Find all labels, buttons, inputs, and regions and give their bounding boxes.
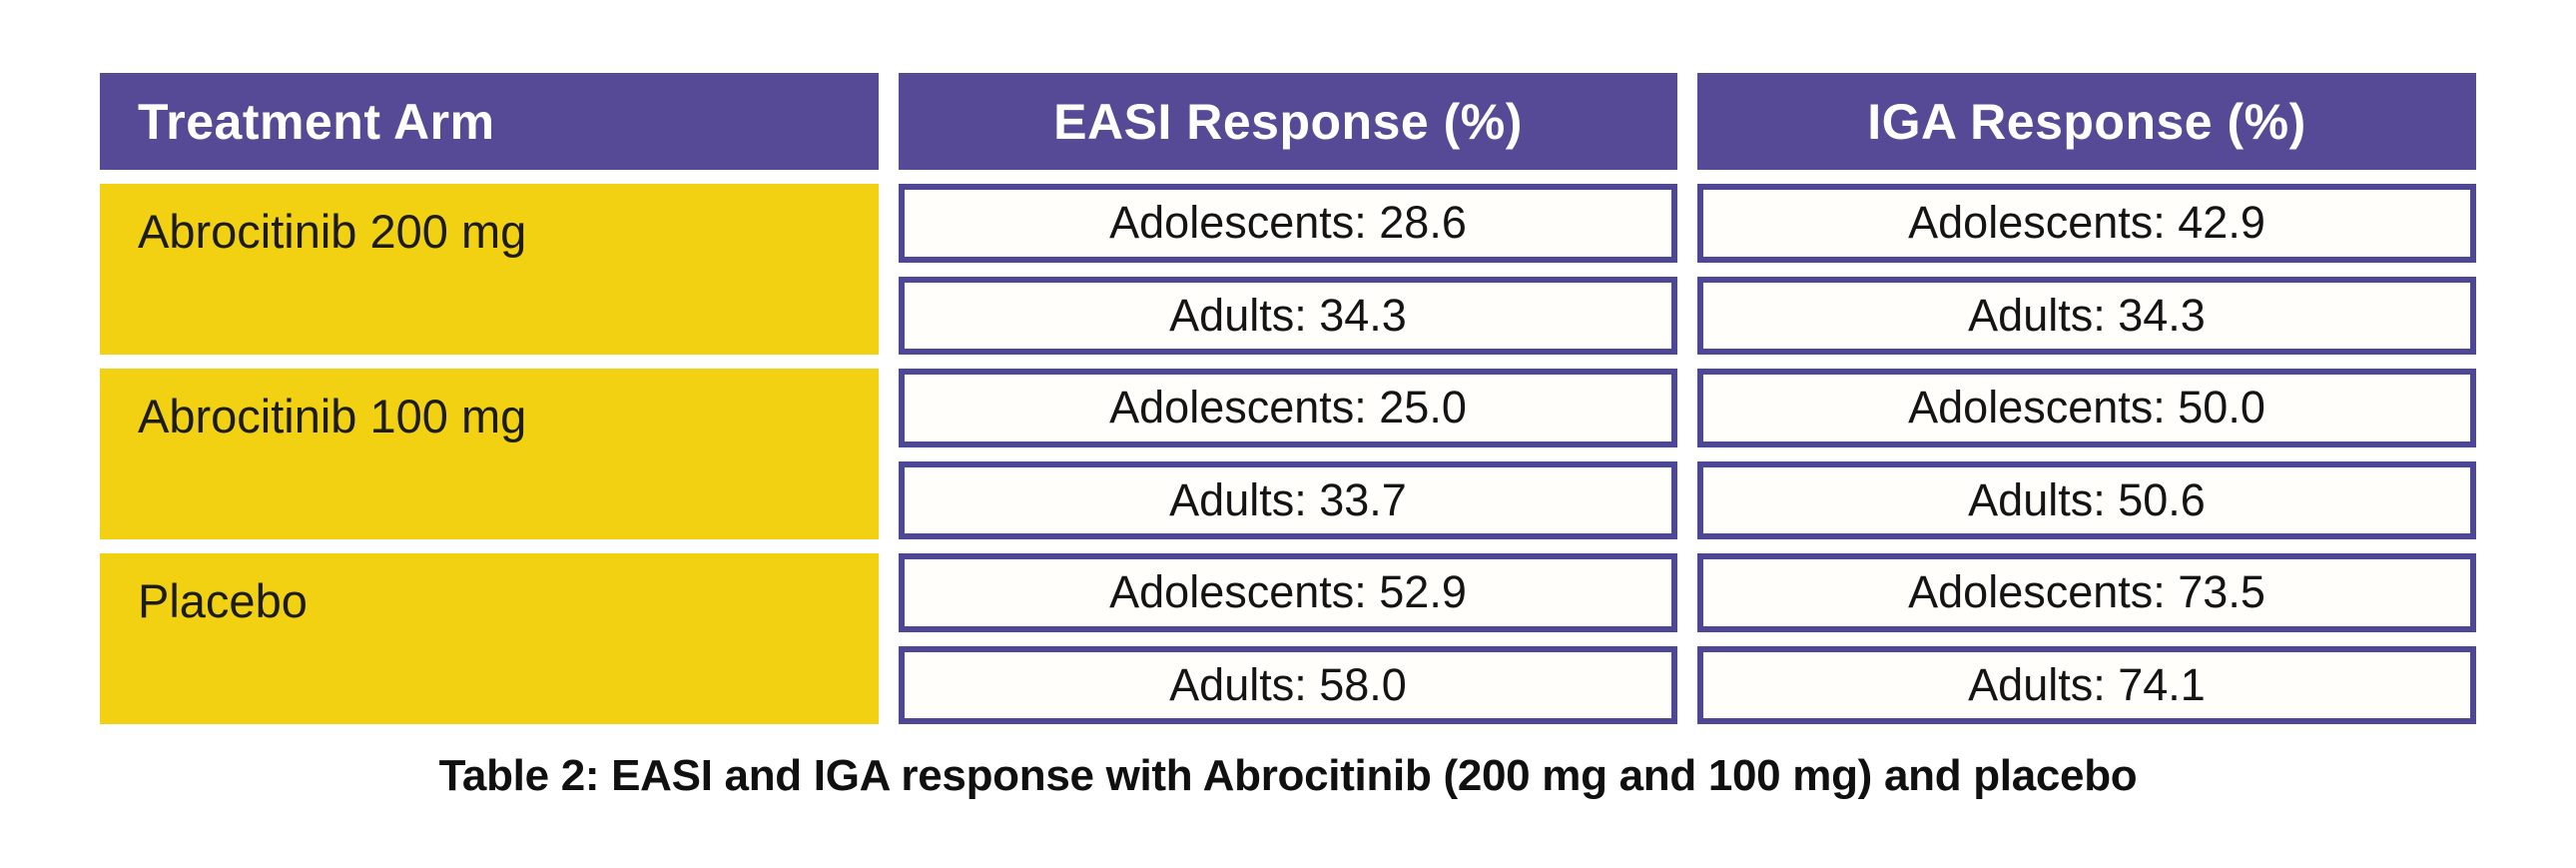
easi-adults-cell-row-1: Adults: 34.3	[899, 276, 1677, 355]
easi-adults-cell-row-3: Adults: 58.0	[899, 645, 1677, 724]
iga-cell-group-row-2: Adolescents: 50.0 Adults: 50.6	[1697, 369, 2476, 539]
easi-adolescents-cell-row-2: Adolescents: 25.0	[899, 369, 1677, 447]
treatment-arm-cell-abrocitinib-200: Abrocitinib 200 mg	[100, 184, 879, 355]
iga-cell-group-row-3: Adolescents: 73.5 Adults: 74.1	[1697, 553, 2476, 724]
data-table: Treatment Arm EASI Response (%) IGA Resp…	[100, 73, 2476, 724]
table-caption: Table 2: EASI and IGA response with Abro…	[438, 751, 2138, 800]
easi-adolescents-cell-row-3: Adolescents: 52.9	[899, 553, 1677, 632]
iga-adults-cell-row-2: Adults: 50.6	[1697, 460, 2476, 539]
easi-cell-group-row-2: Adolescents: 25.0 Adults: 33.7	[899, 369, 1677, 539]
iga-adolescents-cell-row-3: Adolescents: 73.5	[1697, 553, 2476, 632]
column-header-iga-response: IGA Response (%)	[1697, 73, 2476, 170]
iga-adolescents-cell-row-2: Adolescents: 50.0	[1697, 369, 2476, 447]
easi-cell-group-row-3: Adolescents: 52.9 Adults: 58.0	[899, 553, 1677, 724]
easi-adults-cell-row-2: Adults: 33.7	[899, 460, 1677, 539]
iga-adolescents-cell-row-1: Adolescents: 42.9	[1697, 184, 2476, 263]
easi-adolescents-cell-row-1: Adolescents: 28.6	[899, 184, 1677, 263]
treatment-arm-cell-placebo: Placebo	[100, 553, 879, 724]
iga-cell-group-row-1: Adolescents: 42.9 Adults: 34.3	[1697, 184, 2476, 355]
treatment-arm-cell-abrocitinib-100: Abrocitinib 100 mg	[100, 369, 879, 539]
iga-adults-cell-row-1: Adults: 34.3	[1697, 276, 2476, 355]
column-header-easi-response: EASI Response (%)	[899, 73, 1677, 170]
column-header-treatment-arm: Treatment Arm	[100, 73, 879, 170]
easi-cell-group-row-1: Adolescents: 28.6 Adults: 34.3	[899, 184, 1677, 355]
iga-adults-cell-row-3: Adults: 74.1	[1697, 645, 2476, 724]
